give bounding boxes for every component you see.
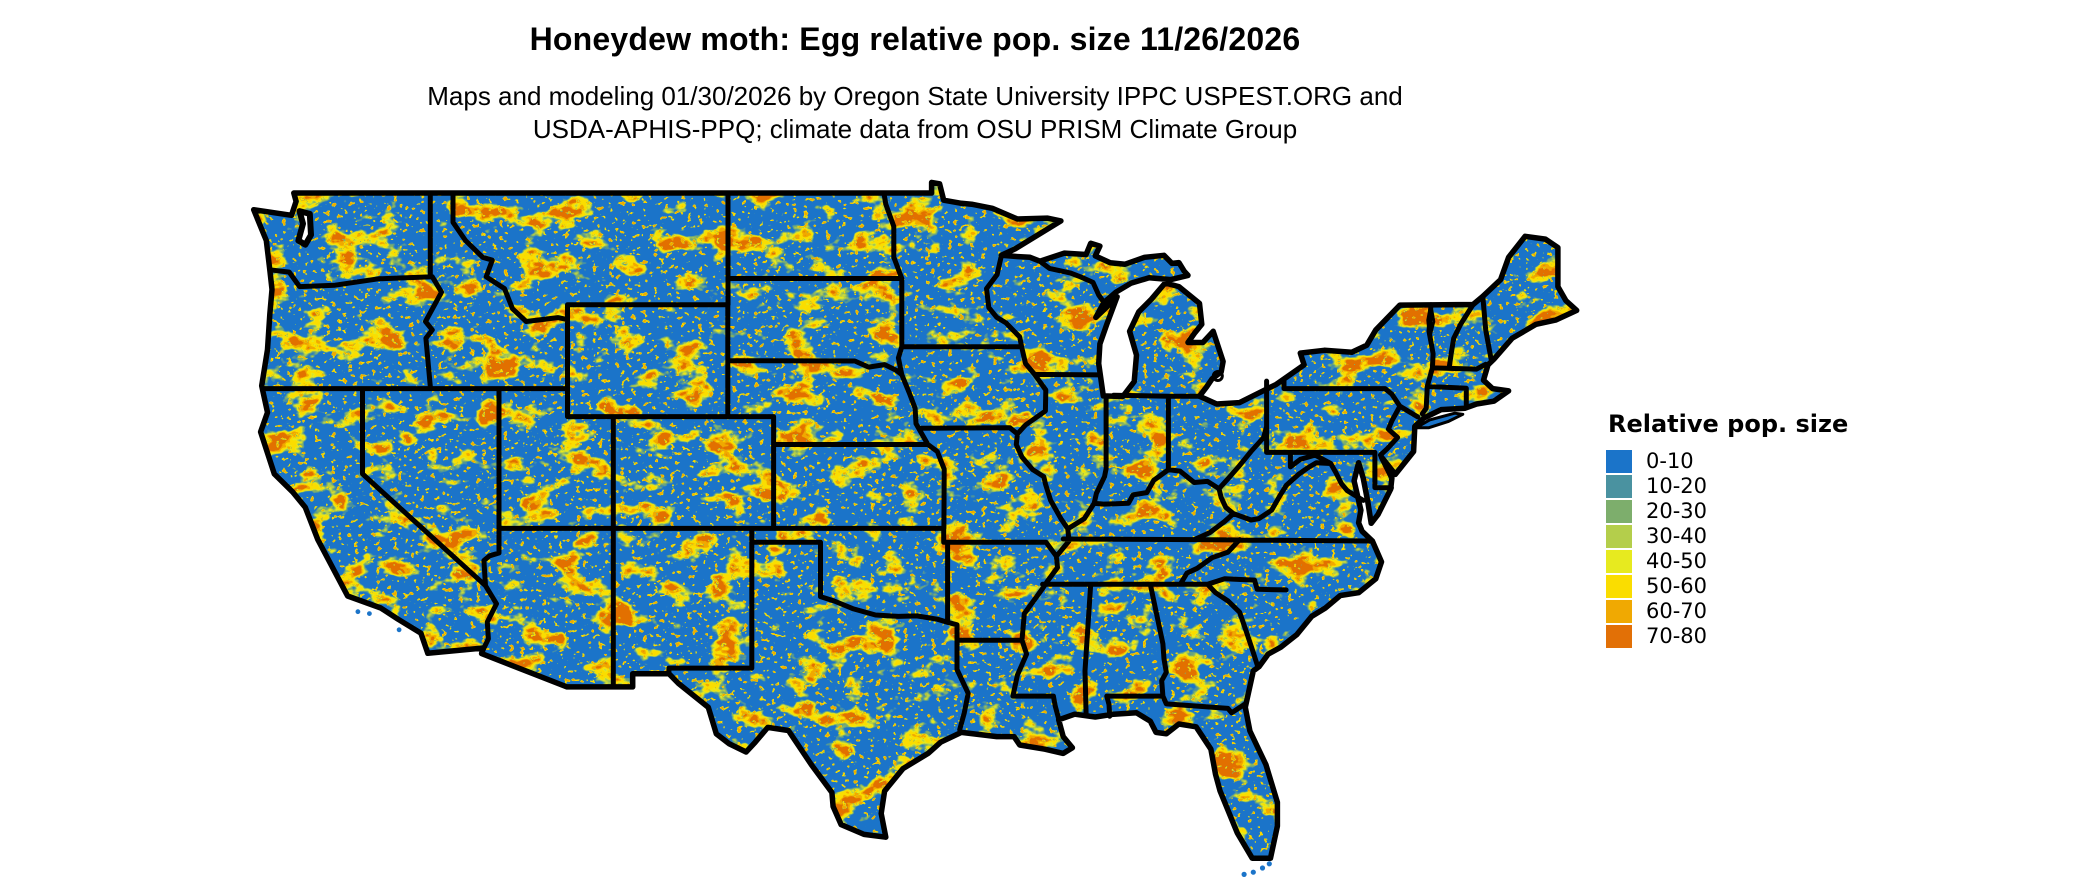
long-island xyxy=(1414,411,1465,430)
map-subtitle-line-1: Maps and modeling 01/30/2026 by Oregon S… xyxy=(427,81,1403,111)
legend-label: 0-10 xyxy=(1646,449,1694,473)
legend-swatch xyxy=(1606,625,1632,648)
florida-keys-island xyxy=(1250,869,1256,875)
legend-swatch xyxy=(1606,500,1632,523)
legend-row: 40-50 xyxy=(1606,550,1848,573)
legend-swatch xyxy=(1606,525,1632,548)
legend-label: 60-70 xyxy=(1646,599,1708,623)
state-borders xyxy=(260,190,1494,733)
map-subtitle: Maps and modeling 01/30/2026 by Oregon S… xyxy=(0,80,1830,146)
us-choropleth-map xyxy=(248,179,1588,878)
legend-row: 60-70 xyxy=(1606,600,1848,623)
legend-label: 20-30 xyxy=(1646,499,1708,523)
florida-keys-island xyxy=(1259,865,1266,871)
legend-swatch xyxy=(1606,575,1632,598)
legend-label: 10-20 xyxy=(1646,474,1708,498)
legend-swatch xyxy=(1606,450,1632,473)
map-subtitle-line-2: USDA-APHIS-PPQ; climate data from OSU PR… xyxy=(532,114,1298,144)
legend-label: 70-80 xyxy=(1646,624,1708,648)
legend-title: Relative pop. size xyxy=(1608,410,1849,438)
legend-swatch xyxy=(1606,550,1632,573)
legend-label: 40-50 xyxy=(1646,549,1708,573)
legend-row: 70-80 xyxy=(1606,625,1848,648)
channel-island xyxy=(396,627,402,633)
legend-swatch xyxy=(1606,600,1632,623)
channel-island xyxy=(367,611,372,616)
legend-row: 20-30 xyxy=(1606,500,1848,523)
legend-row: 50-60 xyxy=(1606,575,1848,598)
map-legend: Relative pop. size 0-10 10-20 20-30 30-40 40… xyxy=(1606,410,1848,650)
channel-island xyxy=(355,609,361,615)
florida-keys-island xyxy=(1241,871,1247,878)
florida-keys-island xyxy=(1266,861,1272,867)
legend-row: 10-20 xyxy=(1606,475,1848,498)
legend-label: 30-40 xyxy=(1646,524,1708,548)
puget-sound xyxy=(295,208,314,248)
legend-row: 0-10 xyxy=(1606,450,1848,473)
legend-swatch xyxy=(1606,475,1632,498)
map-title: Honeydew moth: Egg relative pop. size 11… xyxy=(529,21,1301,57)
legend-rows: 0-10 10-20 20-30 30-40 40-50 50-60 60-70 70-80 xyxy=(1606,450,1848,648)
legend-row: 30-40 xyxy=(1606,525,1848,548)
legend-label: 50-60 xyxy=(1646,574,1708,598)
